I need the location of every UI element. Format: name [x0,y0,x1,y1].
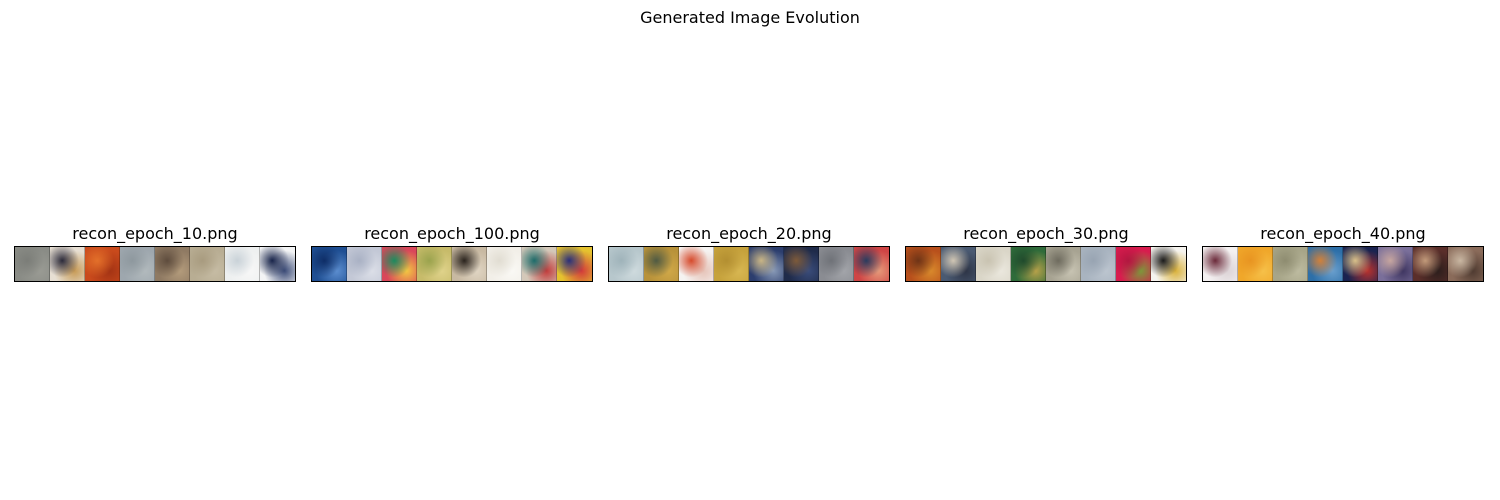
thumbnail-image [854,247,889,281]
thumbnail-image [644,247,679,281]
thumbnail-image [417,247,452,281]
thumbnail-image [1343,247,1378,281]
panel-epoch-20: recon_epoch_20.png [608,224,890,282]
thumbnail-image [15,247,50,281]
thumbnail-image [50,247,85,281]
thumbnail-image [679,247,714,281]
panel-title: recon_epoch_10.png [72,224,238,243]
image-strip [608,246,890,282]
thumbnail-image [976,247,1011,281]
image-strip [311,246,593,282]
thumbnail-image [784,247,819,281]
panel-title: recon_epoch_40.png [1260,224,1426,243]
thumbnail-image [941,247,976,281]
thumbnail-image [1273,247,1308,281]
image-strip [905,246,1187,282]
thumbnail-image [120,247,155,281]
thumbnail-image [819,247,854,281]
thumbnail-image [714,247,749,281]
thumbnail-image [906,247,941,281]
thumbnail-image [1116,247,1151,281]
panel-epoch-40: recon_epoch_40.png [1202,224,1484,282]
thumbnail-image [1081,247,1116,281]
thumbnail-image [1448,247,1483,281]
panel-epoch-10: recon_epoch_10.png [14,224,296,282]
thumbnail-image [749,247,784,281]
thumbnail-image [1238,247,1273,281]
panel-epoch-100: recon_epoch_100.png [311,224,593,282]
thumbnail-image [190,247,225,281]
thumbnail-image [1203,247,1238,281]
thumbnail-image [85,247,120,281]
thumbnail-image [1046,247,1081,281]
panel-epoch-30: recon_epoch_30.png [905,224,1187,282]
thumbnail-image [155,247,190,281]
thumbnail-image [382,247,417,281]
thumbnail-image [1308,247,1343,281]
thumbnail-image [557,247,592,281]
thumbnail-image [609,247,644,281]
figure-title: Generated Image Evolution [640,8,860,27]
thumbnail-image [225,247,260,281]
image-strip [1202,246,1484,282]
panel-title: recon_epoch_100.png [364,224,540,243]
panel-title: recon_epoch_30.png [963,224,1129,243]
thumbnail-image [1011,247,1046,281]
thumbnail-image [1378,247,1413,281]
thumbnail-image [312,247,347,281]
thumbnail-image [1413,247,1448,281]
thumbnail-image [487,247,522,281]
thumbnail-image [522,247,557,281]
thumbnail-image [1151,247,1186,281]
thumbnail-image [452,247,487,281]
image-strip [14,246,296,282]
thumbnail-image [260,247,295,281]
panel-title: recon_epoch_20.png [666,224,832,243]
thumbnail-image [347,247,382,281]
